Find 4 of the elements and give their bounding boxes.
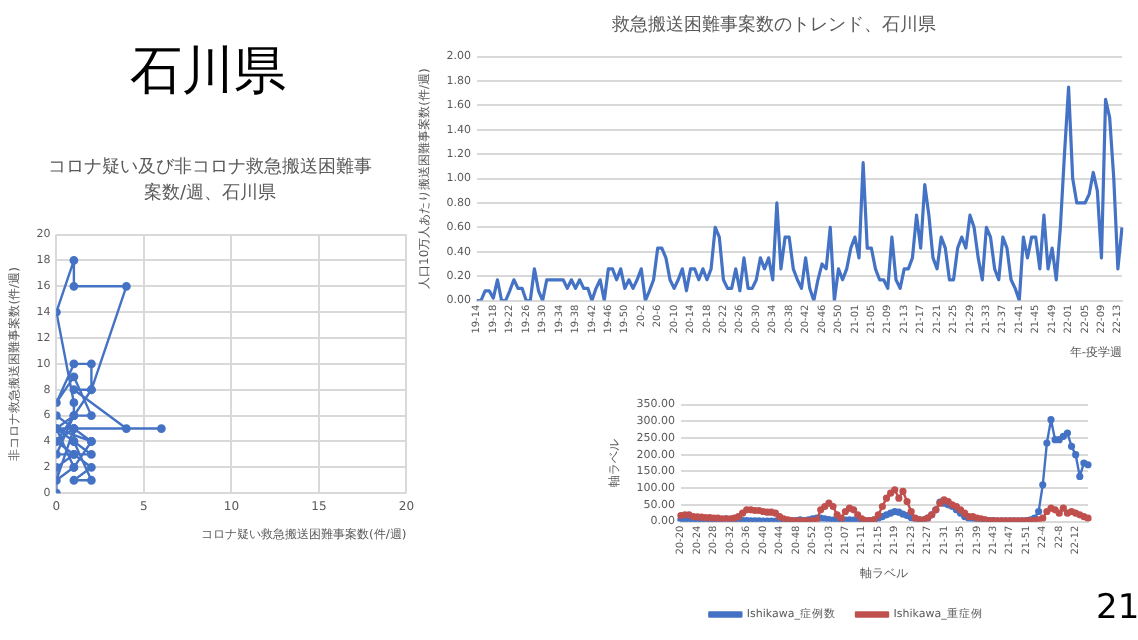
text: 石川県 [130, 40, 286, 106]
chart-title: コロナ疑い及び非コロナ救急搬送困難事案数/週、石川県 [46, 155, 374, 208]
text: 21 [1096, 588, 1138, 628]
chart-title: 救急搬送困難事案数のトレンド、石川県 [610, 12, 938, 40]
